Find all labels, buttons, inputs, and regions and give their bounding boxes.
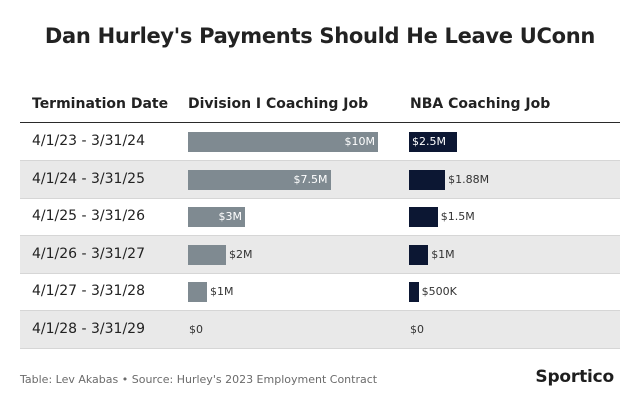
division-i-bar [188, 169, 331, 190]
division-i-value-label: $2M [229, 247, 253, 261]
division-i-bar [188, 207, 245, 227]
termination-date-cell: 4/1/27 - 3/31/28 [32, 283, 145, 299]
division-i-value-label: $10M [344, 135, 376, 148]
termination-date-cell: 4/1/24 - 3/31/25 [32, 170, 145, 187]
nba-bar [409, 282, 419, 302]
table-header: Termination Date Division I Coaching Job… [20, 92, 620, 123]
termination-date-cell: 4/1/26 - 3/31/27 [32, 245, 145, 262]
sportico-logo: Sportico [535, 367, 614, 387]
termination-date-cell: 4/1/28 - 3/31/29 [32, 320, 145, 337]
column-header-nba: NBA Coaching Job [410, 96, 551, 112]
division-i-bar [188, 132, 378, 152]
table-row: 4/1/28 - 3/31/29 $0 $0 [20, 310, 620, 349]
table-row: 4/1/24 - 3/31/25 $7.5M $1.88M [20, 160, 620, 199]
division-i-bar [188, 244, 226, 265]
table-row: 4/1/26 - 3/31/27 $2M $1M [20, 235, 620, 274]
termination-date-cell: 4/1/25 - 3/31/26 [32, 208, 145, 224]
source-credit: Table: Lev Akabas • Source: Hurley's 202… [20, 373, 378, 386]
division-i-value-label: $0 [189, 322, 203, 336]
division-i-value-label: $7.5M [293, 172, 328, 186]
nba-value-label: $1.5M [440, 210, 475, 223]
table-row: 4/1/27 - 3/31/28 $1M $500K [20, 273, 620, 311]
nba-bar [409, 207, 438, 227]
division-i-value-label: $1M [210, 285, 234, 298]
nba-bar [409, 244, 429, 265]
nba-value-label: $1.88M [448, 172, 490, 186]
division-i-bar [188, 282, 207, 302]
column-header-termination-date: Termination Date [32, 96, 169, 112]
division-i-value-label: $3M [218, 210, 243, 223]
nba-value-label: $500K [421, 285, 457, 298]
termination-date-cell: 4/1/23 - 3/31/24 [32, 133, 145, 149]
chart-title: Dan Hurley's Payments Should He Leave UC… [44, 24, 596, 48]
column-header-division-i: Division I Coaching Job [188, 96, 369, 112]
nba-value-label: $2.5M [412, 135, 446, 148]
nba-value-label: $0 [410, 322, 424, 336]
nba-bar [409, 132, 457, 152]
nba-bar [409, 169, 446, 190]
table-row: 4/1/25 - 3/31/26 $3M $1.5M [20, 198, 620, 236]
nba-value-label: $1M [431, 247, 455, 261]
table-row: 4/1/23 - 3/31/24 $10M $2.5M [20, 123, 620, 161]
